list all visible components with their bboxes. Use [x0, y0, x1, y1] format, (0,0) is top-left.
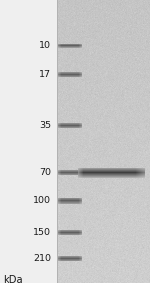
- Text: kDa: kDa: [3, 275, 23, 283]
- Text: 100: 100: [33, 196, 51, 205]
- Text: 35: 35: [39, 121, 51, 130]
- Text: 17: 17: [39, 70, 51, 79]
- Text: 150: 150: [33, 228, 51, 237]
- Text: 210: 210: [33, 254, 51, 263]
- Text: 10: 10: [39, 41, 51, 50]
- Text: 70: 70: [39, 168, 51, 177]
